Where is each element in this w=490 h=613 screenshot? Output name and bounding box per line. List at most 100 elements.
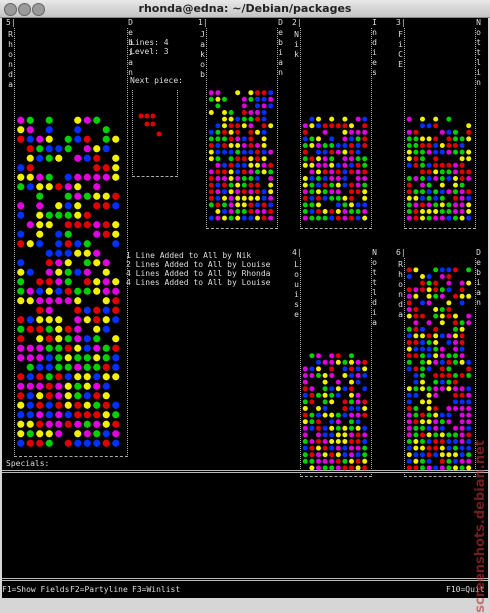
block (329, 162, 335, 168)
block (83, 316, 91, 324)
block (215, 123, 221, 129)
block (17, 401, 25, 409)
block (362, 386, 368, 392)
specials-label: Specials: (6, 459, 50, 468)
block (309, 202, 315, 208)
block (261, 123, 267, 129)
block (426, 386, 432, 392)
block (433, 287, 439, 293)
block (466, 129, 472, 135)
block (261, 103, 267, 109)
block (459, 425, 465, 431)
block (459, 372, 465, 379)
block (112, 135, 120, 143)
block (64, 325, 72, 333)
block (55, 287, 63, 295)
block (248, 116, 254, 122)
block (17, 325, 25, 333)
block (64, 287, 72, 295)
block (36, 240, 44, 248)
block (459, 202, 465, 208)
minimize-button[interactable] (18, 3, 31, 16)
block (439, 293, 445, 299)
player-name: Rhonda (396, 260, 405, 320)
block (362, 123, 368, 129)
f10-key[interactable]: F10=Quit (446, 585, 485, 594)
block (329, 142, 335, 149)
block (221, 169, 228, 175)
board-number: 3| (396, 18, 406, 27)
close-button[interactable] (4, 3, 17, 16)
block (459, 208, 465, 215)
block (426, 432, 432, 438)
block (342, 366, 348, 372)
block (221, 175, 228, 182)
block (36, 154, 44, 162)
block (335, 359, 341, 365)
block (355, 162, 361, 168)
block (362, 438, 368, 445)
block (315, 116, 322, 122)
block (241, 189, 247, 195)
block (406, 333, 412, 339)
block (342, 175, 348, 182)
block (45, 325, 53, 333)
block (355, 392, 361, 398)
block (459, 300, 465, 306)
block (268, 123, 274, 129)
block (466, 386, 472, 392)
block (362, 412, 368, 418)
block (329, 136, 335, 142)
block (248, 208, 254, 215)
block (413, 405, 419, 412)
block (426, 169, 432, 175)
block (241, 156, 247, 162)
block (335, 452, 341, 458)
block (433, 280, 439, 286)
block (221, 109, 228, 116)
f3-key[interactable]: F3=Winlist (132, 585, 181, 594)
block (446, 280, 452, 286)
block (433, 195, 439, 201)
block (355, 149, 361, 155)
block (45, 221, 53, 229)
f2-key[interactable]: F2=Partyline (70, 585, 128, 594)
maximize-button[interactable] (32, 3, 45, 16)
block (55, 278, 63, 286)
block (452, 405, 459, 412)
block (93, 411, 101, 419)
block (215, 182, 221, 188)
block (329, 386, 335, 392)
block (74, 439, 82, 447)
block (355, 136, 361, 142)
block (221, 116, 228, 122)
block (102, 354, 110, 362)
block (348, 458, 355, 464)
block (335, 215, 341, 221)
block (55, 325, 63, 333)
block (419, 195, 426, 201)
block (228, 156, 234, 162)
block (452, 215, 459, 221)
block (208, 215, 214, 221)
block (419, 399, 426, 405)
block (26, 420, 34, 428)
block (362, 366, 368, 372)
block (439, 215, 445, 221)
block (309, 372, 315, 379)
block (342, 149, 348, 155)
f1-key[interactable]: F1=Show Fields (2, 585, 70, 594)
block (406, 208, 412, 215)
block (74, 173, 82, 181)
block (439, 273, 445, 280)
block (348, 156, 355, 162)
block (254, 156, 261, 162)
block (452, 202, 459, 208)
block (466, 425, 472, 431)
block (355, 359, 361, 365)
block (452, 359, 459, 365)
block (254, 96, 261, 102)
block (362, 182, 368, 188)
block (221, 195, 228, 201)
block (419, 136, 426, 142)
